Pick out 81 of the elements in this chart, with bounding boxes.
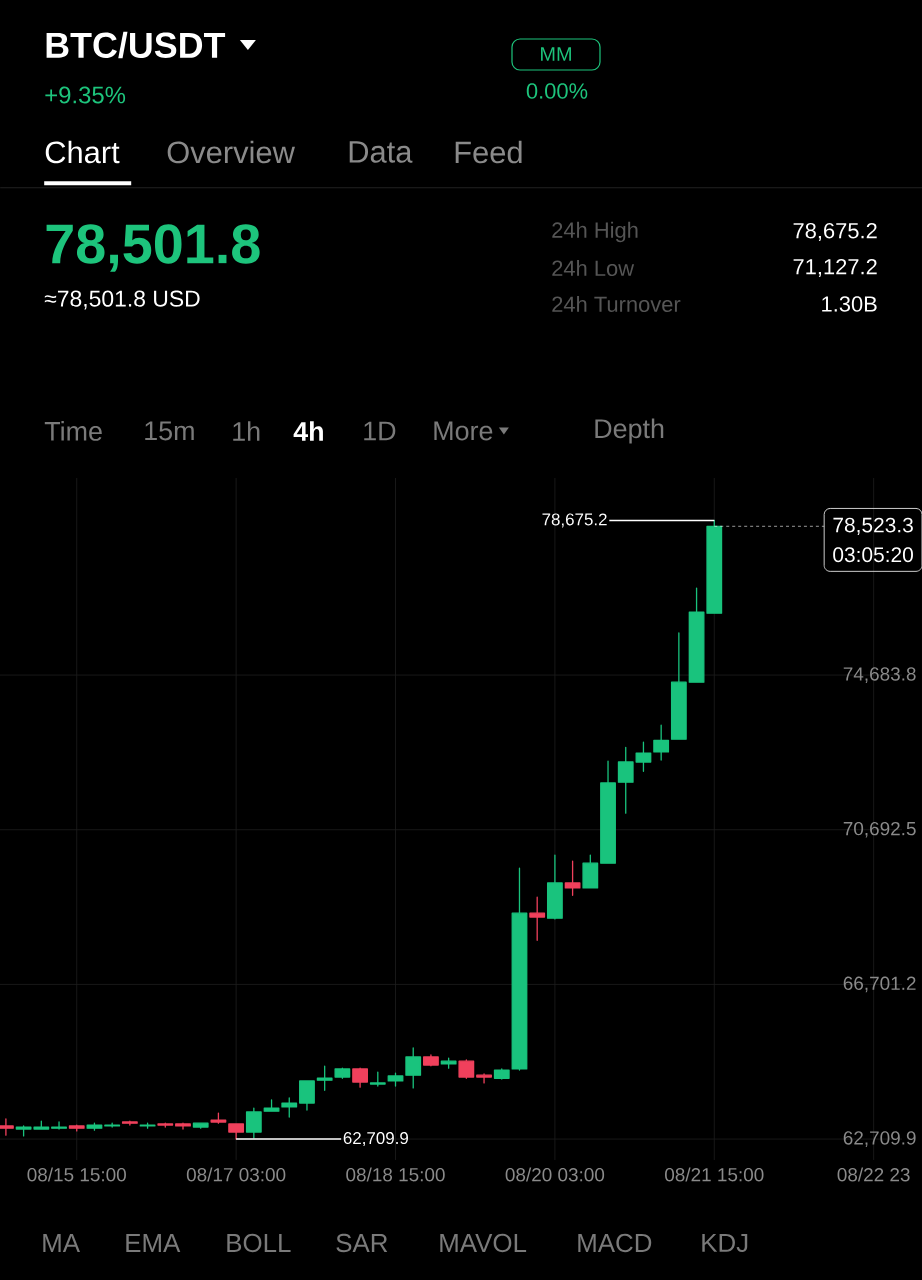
text: MM: [541, 47, 571, 61]
x-tick-label: 08/20 03:00: [505, 1167, 605, 1182]
candlestick: [104, 1122, 121, 1128]
candlestick: [51, 1121, 67, 1130]
text: SAR: [336, 1233, 388, 1253]
text: Data: [349, 141, 413, 163]
candlestick: [352, 1067, 368, 1088]
ref-line-label: 78,523.3: [833, 517, 913, 535]
candlestick: [387, 1072, 404, 1087]
text: Chart: [45, 140, 120, 164]
chart-title: BTC/USDT: [46, 31, 226, 59]
candlestick: [670, 632, 687, 740]
annotation: 03:05:20: [833, 547, 913, 563]
text: ≈78,501.8 USD: [44, 290, 200, 310]
text: Overview: [167, 140, 295, 164]
candlestick: [68, 1124, 85, 1132]
candlestick: [653, 724, 670, 761]
text: 0.00%: [526, 83, 588, 99]
text: BOLL: [227, 1233, 291, 1253]
x-tick-label: 08/17 03:00: [186, 1167, 286, 1182]
text: 4h: [293, 421, 323, 441]
candlestick: [369, 1071, 386, 1087]
candlestick: [706, 519, 723, 614]
text: Time: [44, 421, 102, 441]
candlestick: [210, 1112, 227, 1124]
candlestick: [511, 867, 528, 1071]
candlestick: [86, 1122, 103, 1131]
candlestick: [600, 760, 616, 864]
annotation: 78,675.2: [542, 513, 607, 528]
candlestick: [493, 1068, 510, 1080]
candlestick: [617, 746, 634, 814]
candlestick: [175, 1122, 191, 1130]
text: 78,675.2: [793, 222, 877, 242]
x-tick-label: 08/21 15:00: [665, 1167, 764, 1182]
text: 24h High: [552, 221, 638, 243]
candlestick: [405, 1047, 422, 1089]
candlestick: [546, 854, 563, 920]
text: 24h Low: [552, 259, 635, 277]
text: 15m: [145, 421, 194, 441]
candlestick: [245, 1107, 262, 1139]
candlestick: [423, 1054, 439, 1067]
candlestick: [157, 1122, 174, 1128]
candlestick: [688, 587, 705, 683]
candlestick: [121, 1120, 138, 1126]
annotation: 62,709.9: [343, 1132, 408, 1147]
candlestick: [564, 860, 581, 896]
candlestick: [440, 1057, 457, 1069]
text: KDJ: [702, 1233, 748, 1253]
candlestick: [529, 896, 546, 941]
candlestick: [299, 1080, 315, 1111]
chart-subtitle: +9.35%: [45, 86, 126, 104]
text: EMA: [126, 1234, 181, 1252]
text: 1D: [364, 421, 396, 441]
candlestick: [582, 854, 599, 889]
text: Depth: [595, 418, 664, 444]
y-tick-label: 66,701.2: [843, 976, 916, 993]
x-tick-label: 08/22 23: [837, 1167, 910, 1182]
candlestick: [192, 1122, 209, 1129]
x-tick-label: 08/18 15:00: [346, 1167, 445, 1182]
text: MACD: [578, 1233, 652, 1253]
candlestick: [263, 1099, 280, 1112]
candlestick: [635, 741, 652, 772]
candlestick: [281, 1097, 298, 1118]
text: More: [434, 421, 493, 441]
candlestick: [334, 1067, 351, 1079]
text: 24h Turnover: [552, 295, 681, 313]
candlestick: [458, 1059, 475, 1079]
y-tick-label: 70,692.5: [843, 821, 916, 838]
text: 78,501.8: [46, 224, 260, 272]
text: MA: [43, 1234, 81, 1252]
y-tick-label: 74,683.8: [843, 667, 916, 683]
text: Feed: [455, 140, 522, 164]
candlestick: [228, 1123, 245, 1140]
y-tick-label: 62,709.9: [843, 1131, 916, 1147]
text: MAVOL: [440, 1233, 527, 1253]
text: 1.30B: [822, 296, 877, 312]
candlestick: [139, 1122, 156, 1129]
text: 71,127.2: [793, 258, 877, 278]
candlestick: [476, 1073, 492, 1084]
text: 1h: [233, 421, 260, 441]
x-tick-label: 08/15 15:00: [27, 1167, 126, 1182]
